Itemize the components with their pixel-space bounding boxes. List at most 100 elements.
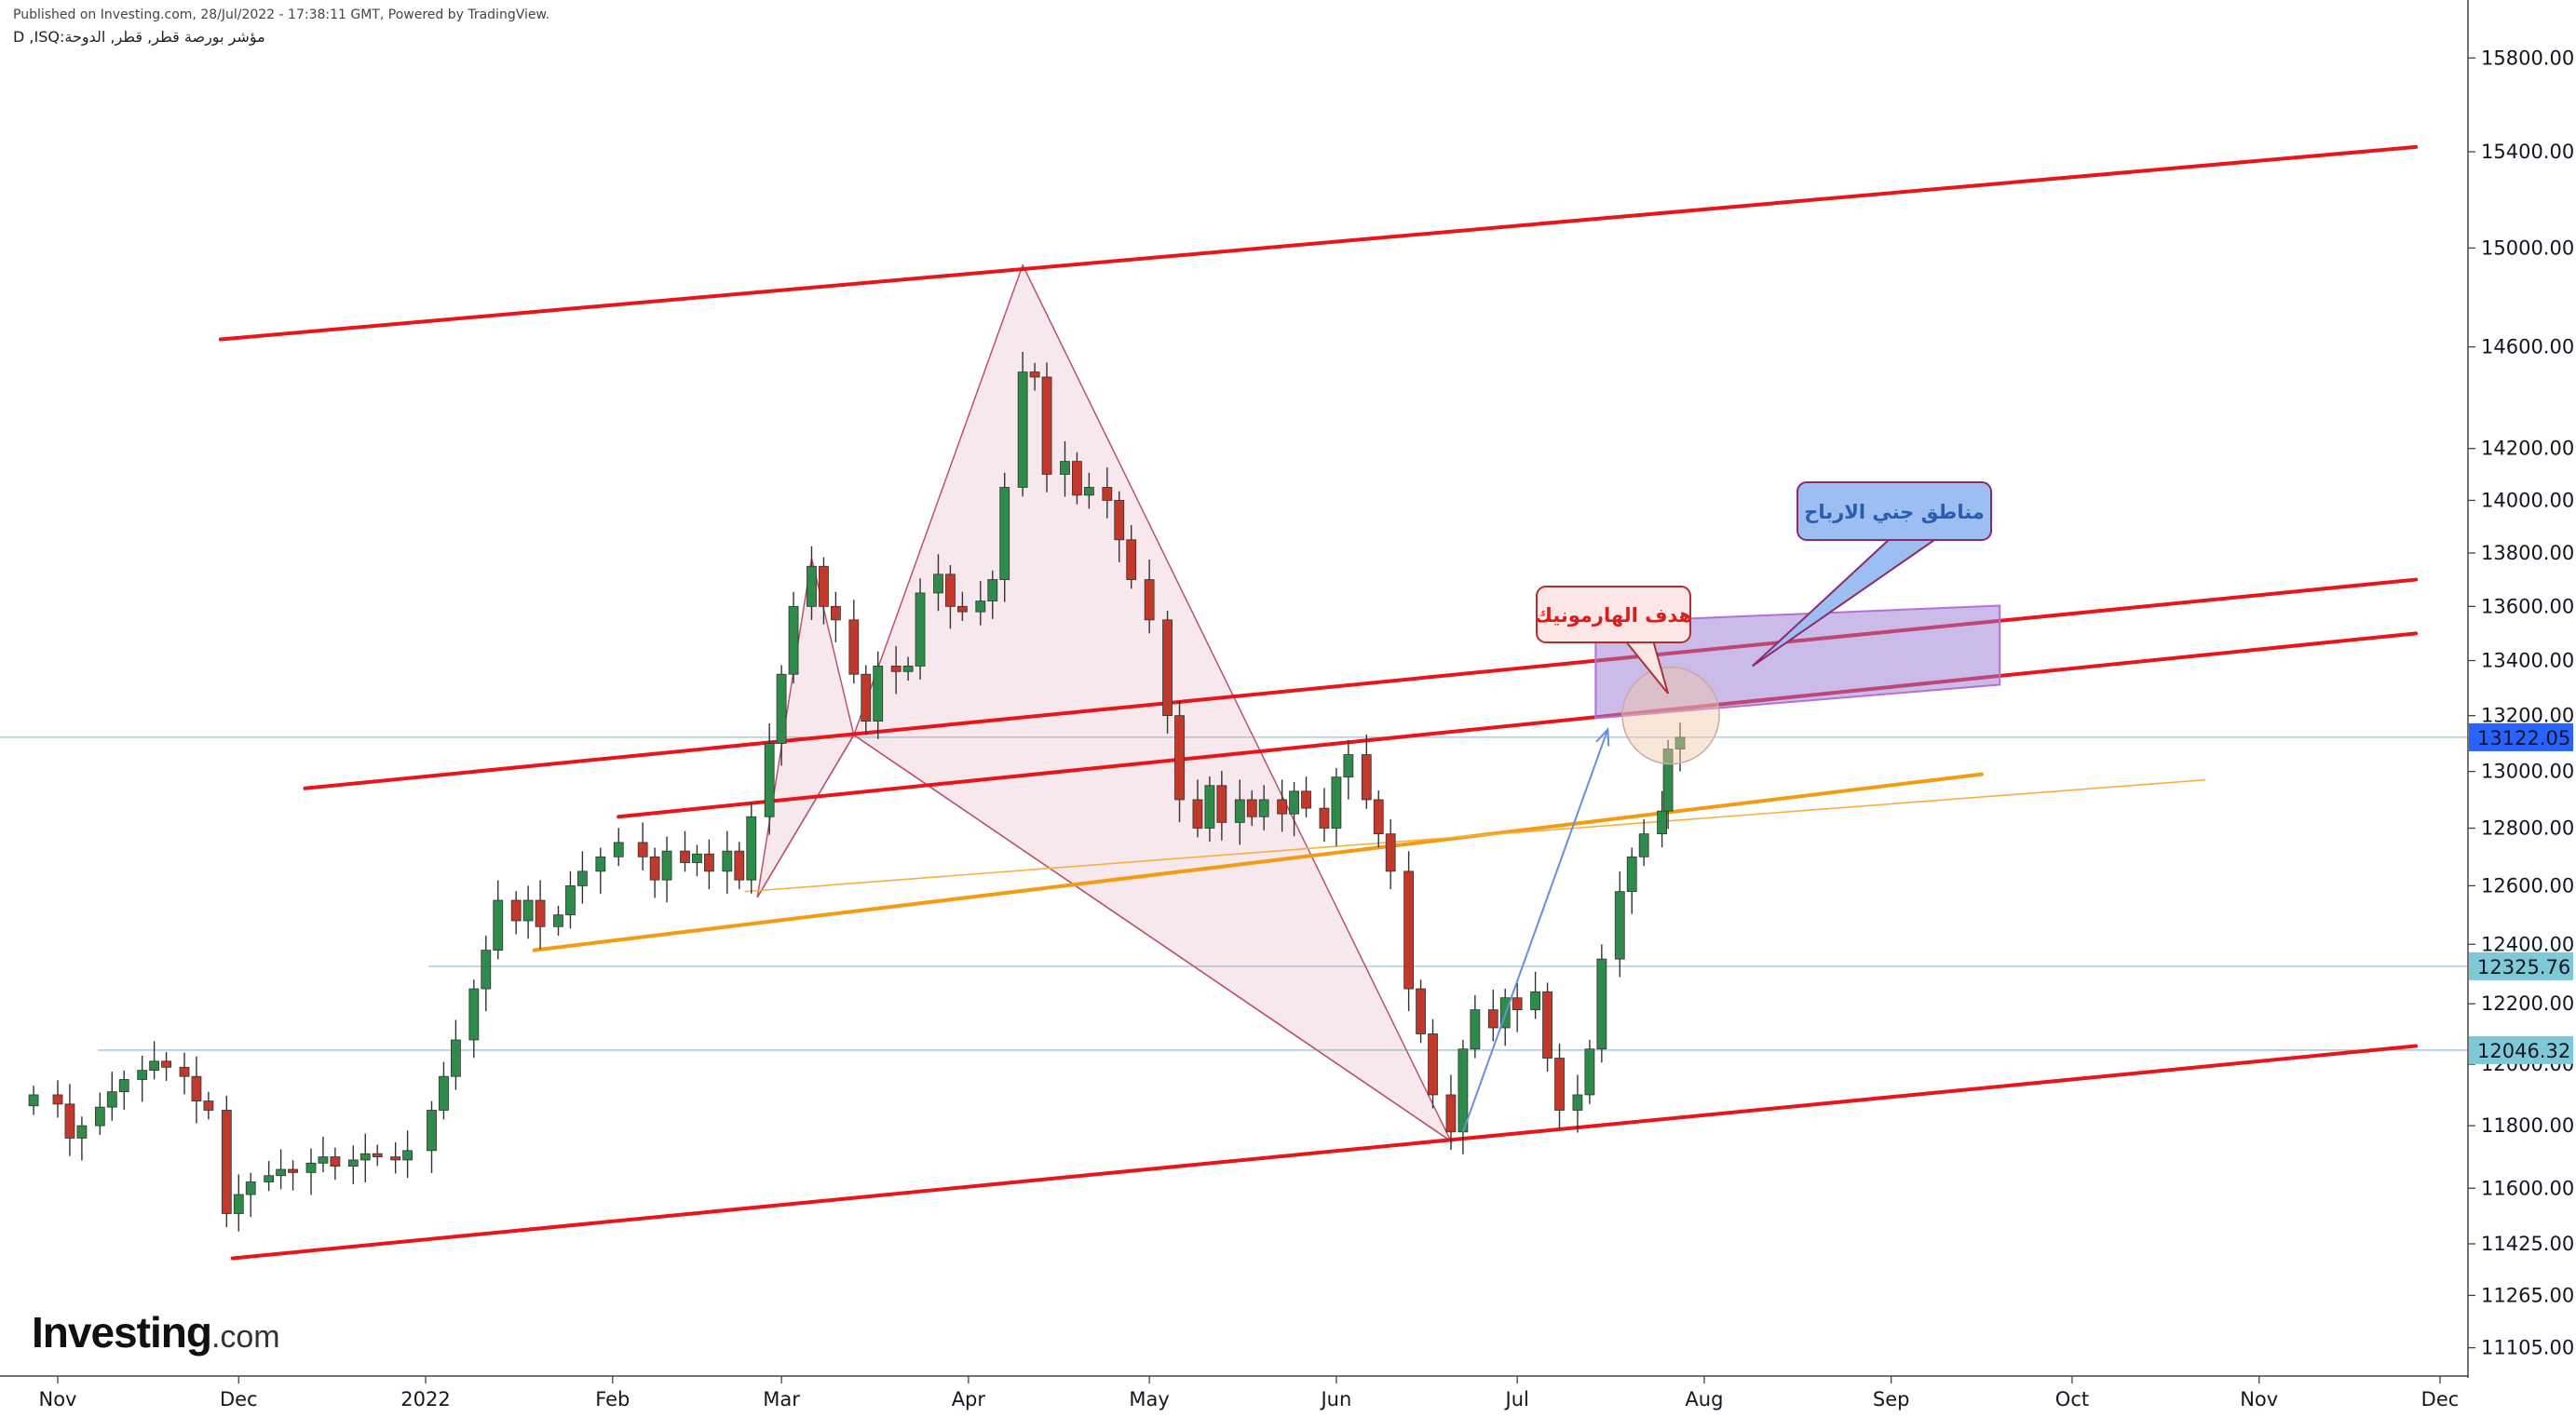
- candle: [52, 1080, 63, 1118]
- candle-body: [347, 1159, 359, 1167]
- candle-body: [1246, 799, 1257, 817]
- candle-body: [94, 1106, 105, 1127]
- candle-body: [1662, 749, 1674, 812]
- candle: [975, 581, 986, 626]
- time-tick-label: 2022: [400, 1388, 450, 1410]
- candle-body: [565, 884, 576, 916]
- target-circle: [1621, 666, 1720, 765]
- candle: [276, 1149, 287, 1190]
- candle: [734, 842, 745, 890]
- candle-body: [1403, 870, 1415, 990]
- candle-body: [318, 1156, 329, 1164]
- candle: [692, 844, 702, 877]
- harmonic-leg: [853, 734, 1452, 1142]
- candle-body: [788, 605, 799, 675]
- candle: [873, 651, 884, 739]
- candle: [1373, 790, 1384, 848]
- investing-logo: Investing.com: [32, 1307, 280, 1357]
- price-tick-label: 12400.00: [2481, 933, 2574, 955]
- candle: [203, 1091, 214, 1120]
- candle: [1614, 871, 1625, 978]
- candle: [64, 1084, 75, 1156]
- candle: [1216, 771, 1227, 841]
- candle-body: [468, 988, 480, 1041]
- candle-body: [390, 1156, 401, 1161]
- candle-body: [402, 1150, 414, 1161]
- candle-body: [649, 856, 660, 881]
- candle: [1416, 979, 1426, 1044]
- candle: [848, 600, 860, 684]
- candle-body: [203, 1100, 214, 1111]
- time-tick-label: Feb: [595, 1388, 630, 1410]
- candle-body: [764, 743, 775, 817]
- price-label-text: 12325.76: [2477, 956, 2570, 978]
- candle-body: [1114, 500, 1125, 541]
- candle: [553, 905, 563, 937]
- candle-body: [1277, 799, 1288, 815]
- time-tick-label: Nov: [2240, 1388, 2278, 1410]
- price-tick-label: 11425.00: [2481, 1233, 2574, 1255]
- candle-body: [330, 1156, 341, 1167]
- candle-body: [149, 1060, 160, 1072]
- candle-body: [372, 1153, 383, 1157]
- candle-body: [1144, 579, 1155, 621]
- price-label-level: 12325.76: [2469, 951, 2573, 980]
- arrow-head: [1595, 727, 1610, 747]
- line-trend-orange-thin: [744, 778, 2206, 893]
- candle: [819, 557, 829, 625]
- candle: [649, 847, 660, 898]
- price-tick-label: 13600.00: [2481, 595, 2574, 617]
- candle: [1385, 818, 1396, 890]
- price-tick-label: 15400.00: [2481, 141, 2574, 163]
- candle: [1192, 779, 1203, 838]
- time-tick-label: May: [1129, 1388, 1169, 1410]
- candle: [1174, 700, 1185, 822]
- time-tick-label: Nov: [39, 1388, 77, 1410]
- candle: [481, 935, 492, 1012]
- candle: [788, 591, 799, 684]
- line-channel-bottom: [230, 1044, 2419, 1261]
- candle: [330, 1147, 341, 1181]
- candle-body: [1626, 856, 1637, 893]
- candle-body: [987, 579, 998, 601]
- line-channel-mid-lower: [617, 631, 2419, 819]
- price-tick-label: 13400.00: [2481, 650, 2574, 672]
- candle: [359, 1133, 371, 1182]
- candle: [1626, 847, 1637, 914]
- candle-body: [1470, 1009, 1481, 1050]
- candle-body: [553, 914, 563, 927]
- price-tick-label: 12600.00: [2481, 874, 2574, 897]
- candle-body: [1204, 785, 1215, 829]
- candle: [510, 891, 522, 935]
- candle-body: [481, 950, 492, 990]
- candle-body: [1385, 833, 1396, 872]
- candle: [1029, 362, 1040, 391]
- callout-text: هدف الهارمونيك: [1535, 604, 1693, 627]
- candle: [1487, 990, 1498, 1042]
- line-trend-orange: [532, 772, 1984, 952]
- harmonic-target-callout: هدف الهارمونيك: [1535, 586, 1693, 695]
- candle-body: [118, 1079, 129, 1093]
- candle: [956, 591, 968, 621]
- candle: [776, 665, 787, 766]
- candle-body: [595, 856, 606, 872]
- candle-body: [233, 1194, 244, 1214]
- candle: [1542, 982, 1552, 1073]
- candle: [402, 1130, 414, 1179]
- candle: [1572, 1074, 1583, 1133]
- price-tick-label: 15800.00: [2481, 47, 2574, 69]
- profit-zone: [1594, 604, 2001, 720]
- candle-body: [106, 1091, 117, 1108]
- candle-body: [915, 592, 926, 667]
- candle: [221, 1095, 232, 1228]
- price-tick-label: 14200.00: [2481, 438, 2574, 460]
- candle-body: [1445, 1094, 1457, 1133]
- candle: [890, 645, 902, 695]
- candle-body: [637, 842, 648, 857]
- candle-body: [1174, 715, 1185, 801]
- time-tick-label: Apr: [952, 1388, 986, 1410]
- candle: [595, 847, 606, 894]
- candle: [161, 1052, 171, 1081]
- candle: [1246, 790, 1257, 827]
